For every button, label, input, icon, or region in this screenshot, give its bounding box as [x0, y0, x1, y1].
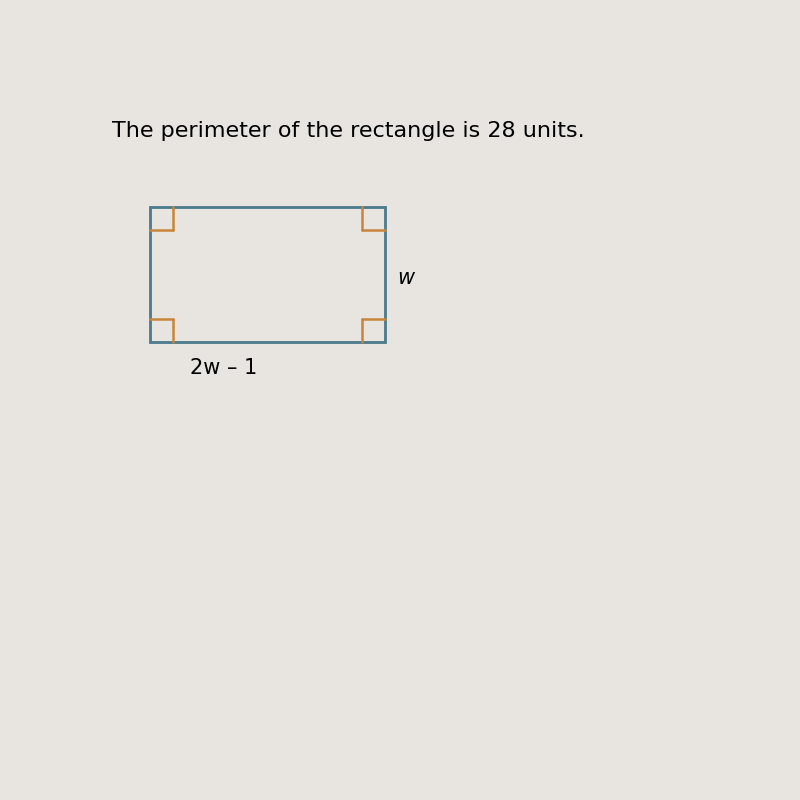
Text: w: w — [398, 268, 414, 288]
Text: 2w – 1: 2w – 1 — [190, 358, 258, 378]
Text: The perimeter of the rectangle is 28 units.: The perimeter of the rectangle is 28 uni… — [112, 121, 585, 141]
Bar — [150, 207, 386, 342]
